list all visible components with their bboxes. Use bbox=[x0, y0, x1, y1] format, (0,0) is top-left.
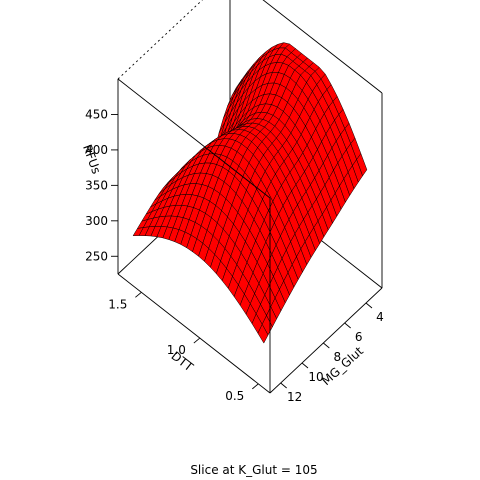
y-tick-mark bbox=[365, 302, 373, 309]
z-tick-label: 450 bbox=[85, 107, 108, 121]
x-tick-label: 0.5 bbox=[225, 389, 244, 403]
x-tick-label: 1.5 bbox=[108, 297, 127, 311]
z-tick-label: 250 bbox=[85, 249, 108, 263]
box-edge-back-top bbox=[117, 0, 203, 80]
z-tick-label: 300 bbox=[85, 214, 108, 228]
y-tick-mark bbox=[323, 342, 330, 349]
surface-facet bbox=[257, 323, 269, 344]
plot-box-front-edges bbox=[117, 78, 383, 394]
box-edge-back-top-right bbox=[262, 0, 383, 94]
y-tick-label: 6 bbox=[355, 330, 363, 344]
z-tick-label: 400 bbox=[85, 143, 108, 157]
x-tick-mark bbox=[252, 383, 259, 390]
y-tick-mark bbox=[344, 322, 351, 329]
y-tick-mark bbox=[280, 382, 287, 389]
box-edge-front-bottom-left bbox=[117, 273, 271, 394]
x-tick-label: 1.0 bbox=[167, 343, 186, 357]
box-edge-front-top bbox=[117, 78, 271, 199]
y-tick-mark bbox=[301, 362, 309, 369]
y-axis-label: MG_Glut bbox=[319, 344, 366, 388]
surface-mesh bbox=[132, 42, 368, 344]
y-tick-label: 10 bbox=[308, 370, 323, 384]
chart-title: Slice at K_Glut = 105 bbox=[190, 463, 317, 477]
box-edge-front-bottom-right bbox=[269, 287, 383, 394]
x-tick-mark bbox=[193, 337, 201, 344]
y-tick-label: 12 bbox=[287, 390, 302, 404]
y-tick-label: 4 bbox=[376, 310, 384, 324]
z-tick-label: 350 bbox=[85, 178, 108, 192]
x-tick-mark bbox=[135, 291, 142, 298]
y-tick-label: 8 bbox=[334, 350, 342, 364]
